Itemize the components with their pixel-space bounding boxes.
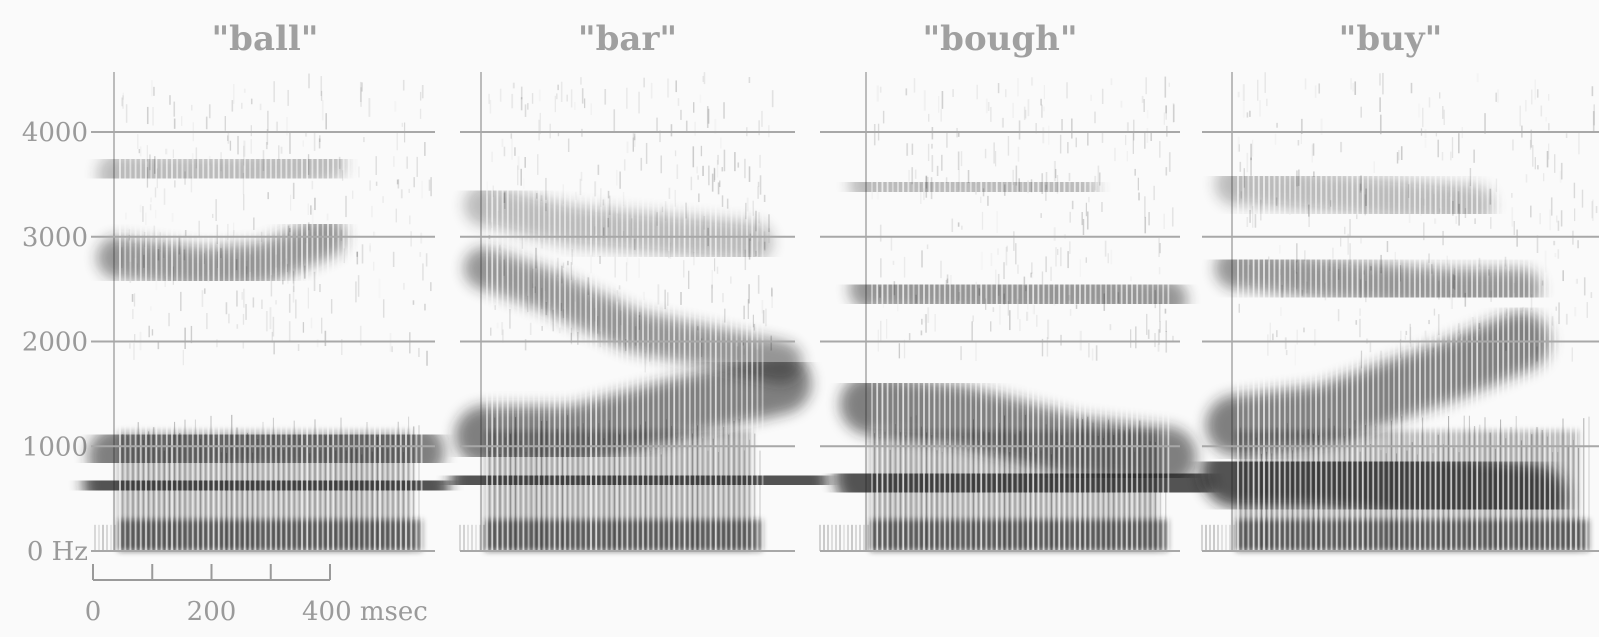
y-tick-label-0: 0 Hz (27, 537, 88, 567)
pre-voicing-noise (94, 524, 116, 551)
formant-f4 (97, 142, 347, 195)
glottal-striations (486, 72, 764, 551)
x-tick-label-0: 0 (85, 597, 102, 627)
x-tick-label-400: 400 msec (302, 597, 428, 627)
pre-voicing-noise (459, 524, 485, 551)
glottal-striations (1237, 72, 1590, 551)
x-tick-label-200: 200 (187, 597, 237, 627)
spectrogram-panel-1: "ball" (83, 19, 450, 552)
y-tick-label-3000: 3000 (22, 223, 88, 253)
formant-f3 (97, 215, 347, 290)
panel-title: "buy" (1339, 19, 1443, 59)
y-tick-label-1000: 1000 (22, 432, 88, 462)
y-tick-label-4000: 4000 (22, 118, 88, 148)
time-scale: 0 200 400 msec (85, 564, 428, 627)
pre-voicing-noise (1201, 524, 1235, 551)
panel-title: "bough" (922, 19, 1077, 59)
formant-f4 (849, 163, 1099, 211)
formant-f4 (1215, 163, 1494, 227)
glottal-striations (871, 72, 1170, 551)
spectrogram-panel-4: "buy" (1201, 19, 1599, 552)
glottal-striations (119, 72, 423, 551)
spectrogram-panel-2: "bar" (450, 19, 829, 552)
panel-title: "ball" (211, 19, 318, 59)
pre-voicing-noise (819, 524, 869, 551)
formant-f3 (464, 247, 803, 384)
spectrogram-panel-3: "bough" (819, 19, 1214, 552)
panel-title: "bar" (578, 19, 677, 59)
y-tick-label-2000: 2000 (22, 328, 88, 358)
